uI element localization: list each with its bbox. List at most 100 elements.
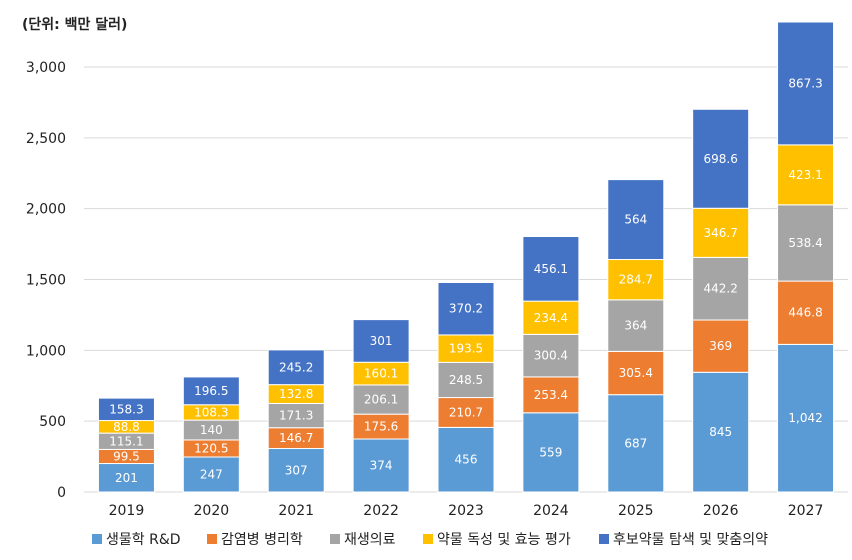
bar-segment <box>352 319 410 363</box>
bar-segment <box>692 207 750 258</box>
data-label: 538.4 <box>788 236 822 250</box>
bar-segment <box>522 333 580 378</box>
x-tick-label: 2025 <box>618 503 654 519</box>
data-label: 456.1 <box>534 262 568 276</box>
x-tick-label: 2026 <box>703 503 739 519</box>
bar-segment <box>437 281 495 336</box>
data-label: 253.4 <box>534 388 568 402</box>
data-label: 247 <box>200 468 223 482</box>
data-label: 132.8 <box>279 387 313 401</box>
bar-segment <box>692 371 750 493</box>
data-label: 196.5 <box>194 384 228 398</box>
y-tick-label: 2,000 <box>26 202 66 218</box>
data-label: 115.1 <box>109 434 143 448</box>
data-label: 158.3 <box>109 402 143 416</box>
data-label: 1,042 <box>788 411 822 425</box>
legend-label: 감염병 병리학 <box>221 532 303 548</box>
x-axis-ticks: 2019 2020 2021 2022 2023 2024 2025 2026 2027 <box>109 503 824 519</box>
data-label: 146.7 <box>279 431 313 445</box>
x-tick-label: 2020 <box>194 503 230 519</box>
bar-segment <box>607 179 665 261</box>
data-label: 456 <box>455 453 478 467</box>
bar-segment <box>352 413 410 440</box>
legend-label: 후보약물 탐색 및 맞춤의약 <box>613 532 768 548</box>
bar-segment <box>437 426 495 493</box>
data-label: 193.5 <box>449 342 483 356</box>
data-label: 160.1 <box>364 367 398 381</box>
data-label: 245.2 <box>279 360 313 374</box>
data-label: 446.8 <box>788 306 822 320</box>
bar-segment <box>777 144 835 206</box>
bar-segment <box>97 397 155 422</box>
x-tick-label: 2023 <box>448 503 484 519</box>
data-label: 120.5 <box>194 441 228 455</box>
data-label: 423.1 <box>788 168 822 182</box>
legend-swatch <box>599 534 609 544</box>
legend-swatch <box>92 534 102 544</box>
bar-segment <box>522 236 580 302</box>
bar-segment <box>692 108 750 209</box>
data-label: 284.7 <box>619 273 653 287</box>
data-label: 140 <box>200 423 223 437</box>
data-label: 374 <box>370 459 393 473</box>
bar-segment <box>437 397 495 428</box>
bar-segment <box>352 438 410 493</box>
y-tick-label: 1,500 <box>26 273 66 289</box>
data-label: 845 <box>709 425 732 439</box>
data-label: 307 <box>285 463 308 477</box>
bar-segment <box>267 349 325 386</box>
data-label: 442.2 <box>703 282 737 296</box>
x-tick-label: 2027 <box>788 503 824 519</box>
y-tick-label: 1,000 <box>26 343 66 359</box>
bar-segment <box>522 412 580 493</box>
data-label: 559 <box>539 445 562 459</box>
y-tick-label: 500 <box>39 414 66 430</box>
x-tick-label: 2022 <box>363 503 399 519</box>
data-label: 364 <box>624 319 647 333</box>
bar-segment <box>437 334 495 363</box>
bar-segment <box>692 319 750 373</box>
bar-segment <box>777 204 835 282</box>
data-label: 201 <box>115 471 138 485</box>
data-label: 88.8 <box>113 420 140 434</box>
bar-segment <box>267 448 325 493</box>
data-label: 867.3 <box>788 76 822 90</box>
bar-segment <box>522 300 580 335</box>
x-tick-label: 2024 <box>533 503 569 519</box>
legend: 생물학 R&D 감염병 병리학 재생의료 약물 독성 및 효능 평가 후보약물 탐색 및… <box>92 532 768 548</box>
bar-segment <box>267 402 325 429</box>
data-label: 346.7 <box>703 226 737 240</box>
data-label: 248.5 <box>449 373 483 387</box>
y-tick-label: 2,500 <box>26 131 66 147</box>
x-tick-label: 2021 <box>278 503 314 519</box>
data-label: 564 <box>624 213 647 227</box>
data-label: 99.5 <box>113 449 140 463</box>
bar-segment <box>777 21 835 146</box>
data-label: 698.6 <box>703 152 737 166</box>
legend-label: 약물 독성 및 효능 평가 <box>437 532 571 548</box>
legend-label: 재생의료 <box>344 532 396 548</box>
bar-segment <box>692 256 750 321</box>
data-label: 171.3 <box>279 409 313 423</box>
data-label: 206.1 <box>364 393 398 407</box>
bar-segment <box>607 350 665 396</box>
bar-segment <box>777 280 835 345</box>
legend-swatch <box>207 534 217 544</box>
y-tick-label: 0 <box>57 485 66 501</box>
bar-segment <box>437 361 495 399</box>
data-label: 210.7 <box>449 405 483 419</box>
data-label: 300.4 <box>534 349 568 363</box>
data-label: 370.2 <box>449 302 483 316</box>
bar-segment <box>352 384 410 415</box>
legend-swatch <box>423 534 433 544</box>
data-label: 108.3 <box>194 405 228 419</box>
y-tick-label: 3,000 <box>26 60 66 76</box>
y-axis-ticks: 0 500 1,000 1,500 2,000 2,500 3,000 <box>26 60 66 501</box>
bar-segment <box>777 343 835 493</box>
unit-label: (단위: 백만 달러) <box>22 17 128 33</box>
data-label: 234.4 <box>534 311 568 325</box>
legend-swatch <box>330 534 340 544</box>
x-tick-label: 2019 <box>109 503 145 519</box>
